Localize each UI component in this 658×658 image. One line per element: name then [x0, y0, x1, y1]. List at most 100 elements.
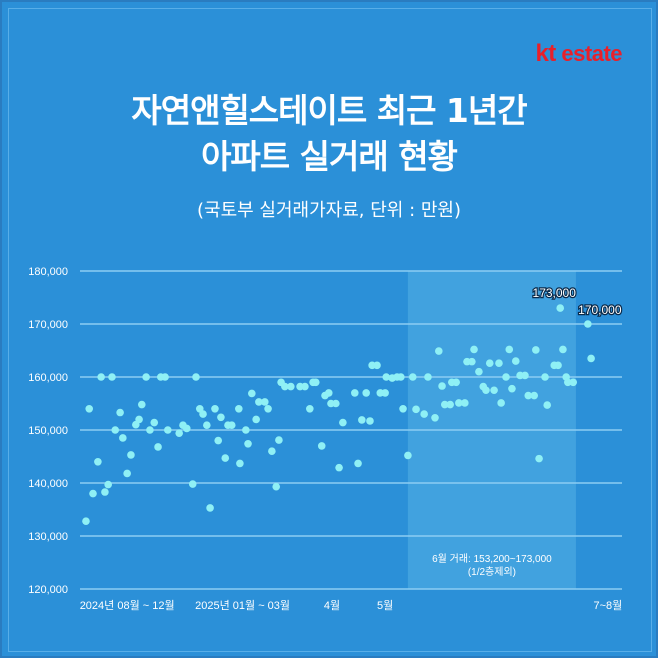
data-point [431, 414, 439, 422]
data-point [543, 401, 552, 409]
x-tick-label: 4월 [324, 599, 340, 612]
title-line-1: 자연앤힐스테이트 최근 1년간 [131, 91, 527, 130]
data-point [511, 357, 520, 365]
data-point [332, 399, 340, 408]
data-point [306, 405, 314, 413]
data-point [381, 389, 389, 397]
data-point [424, 373, 432, 381]
data-point [532, 346, 540, 354]
data-point [502, 373, 510, 381]
data-point [559, 345, 567, 354]
subtitle: (국토부 실거래가자료, 단위 : 만원) [197, 200, 461, 221]
data-point [272, 482, 281, 491]
page-title: 자연앤힐스테이트 최근 1년간 아파트 실거래 현황 [0, 88, 658, 180]
data-point [85, 405, 94, 413]
data-point [438, 382, 446, 390]
data-point [116, 408, 124, 417]
data-point [404, 451, 412, 460]
data-point [214, 436, 223, 445]
data-point [440, 400, 449, 409]
data-point [408, 373, 417, 381]
data-point [268, 447, 276, 455]
data-point [275, 436, 283, 444]
data-point [497, 399, 505, 407]
data-point [452, 378, 460, 387]
data-point [146, 426, 154, 434]
data-point [358, 416, 366, 424]
data-point [554, 361, 562, 370]
y-tick-label: 180,000 [28, 266, 68, 278]
data-point [468, 357, 476, 366]
y-tick-label: 120,000 [28, 584, 68, 596]
data-point [495, 359, 503, 368]
data-point [97, 373, 105, 381]
data-point [324, 389, 333, 397]
data-point [217, 413, 225, 422]
data-point [362, 389, 370, 397]
x-tick-label: 7~8월 [594, 599, 623, 612]
data-point [382, 373, 391, 381]
data-point [521, 371, 529, 380]
data-point [339, 418, 347, 427]
inner-border [8, 8, 652, 652]
data-point [564, 378, 572, 387]
data-point [82, 517, 90, 525]
data-point [350, 389, 359, 397]
data-point [485, 359, 494, 368]
data-point [89, 489, 97, 498]
data-point [154, 443, 162, 451]
data-point [119, 434, 127, 442]
x-tick-label: 5월 [377, 599, 393, 612]
title-line-2: 아파트 실거래 현황 [201, 137, 458, 176]
data-point [446, 400, 454, 409]
data-point [127, 451, 135, 459]
data-point [366, 417, 374, 425]
data-point [135, 415, 143, 424]
data-point [150, 418, 159, 427]
data-point [461, 399, 469, 407]
x-tick-label: 2025년 01월 ~ 03월 [195, 599, 290, 612]
kt-estate-logo: kt estate [535, 40, 622, 68]
data-point [311, 378, 320, 387]
data-point [94, 458, 102, 466]
y-tick-label: 130,000 [28, 531, 68, 543]
data-point [475, 367, 483, 376]
data-point [587, 354, 595, 363]
scatter-chart: 120,000 130,000 140,000 150,000 160,000 170,0… [28, 266, 623, 612]
data-point [111, 426, 120, 434]
band-note: (1/2층제외) [468, 566, 516, 578]
data-point [206, 504, 214, 512]
data-point [248, 389, 256, 398]
data-point [420, 410, 428, 418]
data-point [235, 405, 243, 413]
data-point [301, 382, 309, 391]
data-point [161, 373, 169, 381]
logo-kt: kt [535, 40, 556, 67]
data-point [530, 391, 538, 400]
data-point [101, 488, 109, 496]
data-point [505, 345, 514, 354]
data-point [221, 454, 230, 462]
data-point [104, 480, 112, 489]
data-point [354, 459, 362, 468]
data-point [287, 382, 295, 391]
data-point [317, 442, 326, 450]
y-tick-label: 170,000 [28, 319, 68, 331]
data-point [373, 361, 381, 370]
data-point [203, 421, 211, 430]
value-annotation: 173,000 [533, 286, 577, 300]
data-point [211, 405, 219, 413]
data-point [188, 480, 197, 488]
data-point [541, 373, 549, 381]
data-point [242, 426, 250, 434]
y-tick-label: 150,000 [28, 425, 68, 437]
band-label: 6월 거래: 153,200~173,000 [432, 553, 552, 565]
data-point [335, 463, 343, 472]
data-point [508, 384, 516, 393]
data-point [556, 304, 565, 312]
data-point [412, 405, 420, 414]
data-point [244, 439, 252, 448]
data-point [397, 373, 405, 381]
data-point [490, 386, 498, 395]
data-point [584, 320, 592, 328]
